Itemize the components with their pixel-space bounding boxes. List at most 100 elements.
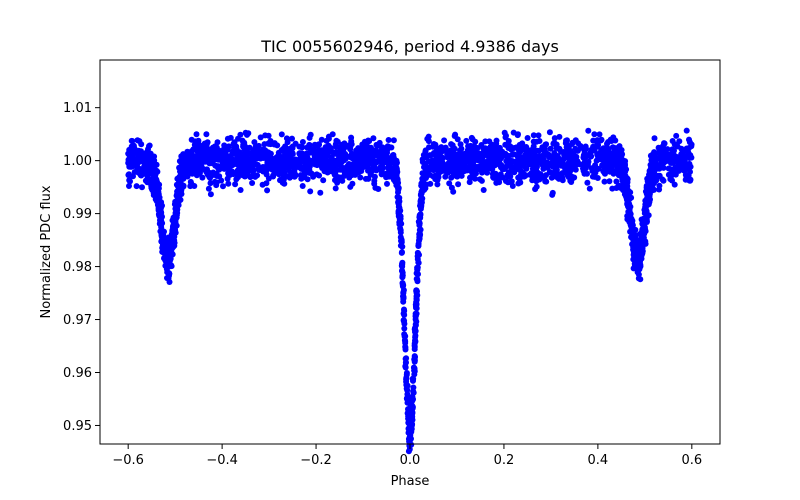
data-point: [458, 145, 465, 152]
data-point: [249, 173, 256, 179]
y-tick-label: 0.99: [63, 207, 92, 222]
data-point: [270, 172, 277, 179]
data-point: [161, 237, 168, 244]
data-point: [207, 191, 214, 198]
data-point: [139, 184, 145, 191]
data-point: [225, 143, 232, 150]
x-tick-label: 0.2: [494, 453, 515, 468]
data-point: [265, 140, 272, 147]
data-point: [546, 154, 552, 161]
x-tick-label: −0.2: [300, 453, 332, 468]
data-point: [633, 245, 640, 252]
data-point: [203, 131, 210, 138]
data-point: [412, 334, 419, 341]
data-point: [414, 253, 421, 260]
data-point: [125, 158, 132, 165]
data-point: [162, 248, 169, 255]
data-point: [667, 160, 674, 166]
data-point: [621, 180, 627, 187]
data-point: [348, 141, 355, 148]
data-point: [385, 137, 392, 143]
data-point: [415, 271, 421, 278]
data-point: [195, 158, 202, 165]
data-point: [609, 185, 616, 192]
data-point: [596, 131, 603, 138]
data-point: [306, 160, 313, 166]
data-point: [494, 150, 501, 157]
data-point: [627, 213, 634, 220]
data-point: [656, 182, 663, 189]
data-point: [193, 163, 199, 170]
data-point: [287, 158, 294, 165]
data-point: [416, 237, 422, 244]
data-point: [277, 177, 283, 184]
data-point: [646, 196, 653, 203]
data-point: [155, 193, 162, 200]
data-point: [454, 136, 461, 143]
data-point: [352, 164, 359, 171]
data-point: [687, 176, 694, 183]
data-point: [339, 157, 346, 164]
data-point: [643, 218, 650, 224]
data-point: [410, 388, 417, 395]
data-point: [194, 153, 201, 160]
data-point: [661, 140, 667, 147]
data-point: [409, 393, 416, 400]
data-point: [250, 167, 257, 174]
y-tick-label: 0.98: [63, 260, 92, 275]
data-point: [426, 144, 432, 151]
data-point: [220, 183, 226, 190]
data-point: [152, 175, 159, 182]
x-tick-label: −0.4: [206, 453, 238, 468]
data-point: [160, 231, 167, 238]
data-point: [283, 135, 290, 142]
data-point: [618, 152, 625, 159]
data-point: [673, 154, 680, 160]
data-point: [332, 171, 339, 178]
data-point: [651, 135, 658, 142]
data-point: [318, 147, 325, 154]
data-point: [509, 183, 516, 189]
data-point: [418, 189, 425, 195]
data-point: [517, 168, 524, 175]
data-point: [594, 137, 601, 144]
data-point: [137, 166, 143, 173]
data-point: [562, 140, 569, 147]
data-point: [601, 178, 608, 185]
data-point: [177, 196, 184, 203]
data-point: [547, 145, 554, 152]
data-point: [385, 163, 392, 170]
data-point: [613, 166, 620, 173]
data-point: [665, 165, 672, 172]
data-point: [506, 169, 512, 176]
data-point: [430, 141, 437, 147]
data-point: [278, 147, 285, 154]
data-point: [150, 184, 157, 191]
data-point: [401, 307, 408, 314]
data-point: [292, 161, 299, 168]
data-point: [586, 185, 593, 192]
data-point: [584, 179, 591, 186]
data-point: [630, 239, 637, 245]
data-point: [132, 156, 138, 163]
data-point: [501, 129, 508, 136]
data-point: [273, 156, 280, 163]
data-point: [378, 146, 385, 153]
data-point: [582, 165, 589, 172]
data-point: [487, 144, 494, 150]
data-point: [434, 176, 441, 183]
data-point: [553, 145, 560, 151]
data-point: [396, 205, 403, 212]
data-point: [394, 178, 401, 185]
data-point: [648, 176, 655, 183]
data-point: [210, 152, 216, 159]
data-point: [449, 142, 456, 149]
data-point: [673, 132, 680, 139]
data-point: [205, 185, 212, 192]
data-point: [409, 410, 415, 417]
data-point: [553, 155, 560, 162]
data-point: [543, 141, 550, 148]
data-point: [384, 154, 391, 161]
data-point: [402, 333, 409, 340]
